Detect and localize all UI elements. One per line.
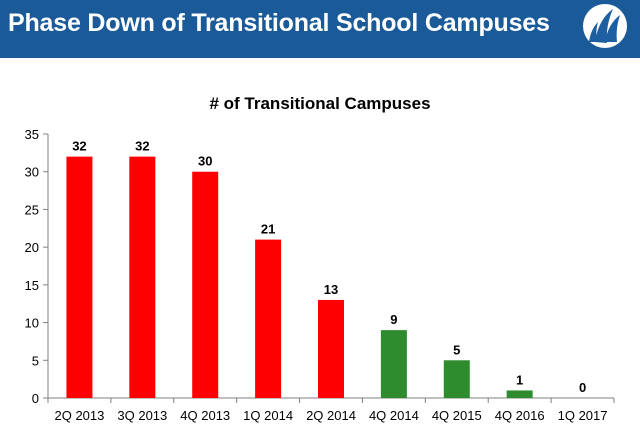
- data-label: 9: [390, 312, 397, 327]
- page-title: Phase Down of Transitional School Campus…: [8, 9, 550, 37]
- y-tick-label: 10: [25, 316, 39, 331]
- x-tick-label: 3Q 2013: [117, 408, 167, 423]
- data-label: 30: [198, 154, 212, 169]
- x-tick-label: 2Q 2014: [306, 408, 356, 423]
- data-label: 1: [516, 372, 523, 387]
- x-tick-label: 2Q 2013: [55, 408, 105, 423]
- y-tick-label: 25: [25, 202, 39, 217]
- bar: [192, 171, 219, 398]
- bar: [506, 390, 533, 398]
- data-label: 0: [579, 380, 586, 395]
- bar: [443, 360, 470, 398]
- x-tick-label: 4Q 2015: [432, 408, 482, 423]
- x-tick-label: 4Q 2014: [369, 408, 419, 423]
- chart-title: # of Transitional Campuses: [209, 94, 431, 113]
- x-tick-label: 4Q 2016: [495, 408, 545, 423]
- data-label: 21: [261, 222, 275, 237]
- x-tick-label: 4Q 2013: [180, 408, 230, 423]
- header-bar: Phase Down of Transitional School Campus…: [0, 0, 640, 58]
- y-tick-label: 5: [32, 353, 39, 368]
- x-tick-label: 1Q 2017: [558, 408, 608, 423]
- bar: [129, 156, 156, 398]
- y-tick-label: 0: [32, 391, 39, 406]
- y-tick-label: 30: [25, 165, 39, 180]
- x-tick-label: 1Q 2014: [243, 408, 293, 423]
- bar: [318, 299, 344, 398]
- bar: [380, 330, 407, 398]
- bar: [255, 239, 282, 398]
- bar: [66, 156, 93, 398]
- y-tick-label: 35: [25, 127, 39, 142]
- data-label: 32: [135, 139, 149, 154]
- y-tick-label: 15: [25, 278, 39, 293]
- data-label: 5: [453, 342, 460, 357]
- data-label: 13: [324, 282, 338, 297]
- data-label: 32: [72, 139, 86, 154]
- y-tick-label: 20: [25, 240, 39, 255]
- sail-logo-icon: [583, 4, 627, 48]
